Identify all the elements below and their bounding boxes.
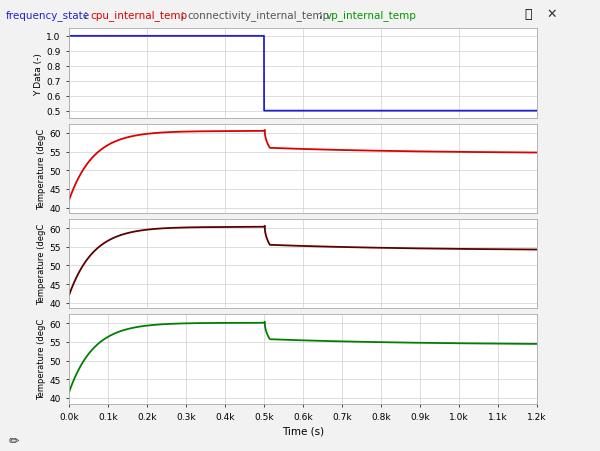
X-axis label: Time (s): Time (s) (282, 425, 324, 435)
Text: ;: ; (84, 10, 91, 20)
Text: connectivity_internal_temp: connectivity_internal_temp (187, 10, 329, 21)
Y-axis label: Temperature (degC: Temperature (degC (37, 129, 46, 210)
Y-axis label: Y Data (-): Y Data (-) (35, 53, 44, 96)
Text: vp_internal_temp: vp_internal_temp (325, 10, 416, 21)
Text: ;: ; (319, 10, 326, 20)
Text: cpu_internal_temp: cpu_internal_temp (90, 10, 187, 21)
Text: 📌: 📌 (524, 8, 532, 20)
Y-axis label: Temperature (degC: Temperature (degC (37, 318, 46, 400)
Text: ✕: ✕ (547, 8, 557, 20)
Y-axis label: Temperature (degC: Temperature (degC (37, 223, 46, 304)
Text: ✏: ✏ (8, 434, 19, 447)
Text: frequency_state: frequency_state (5, 10, 90, 21)
Text: ;: ; (181, 10, 187, 20)
